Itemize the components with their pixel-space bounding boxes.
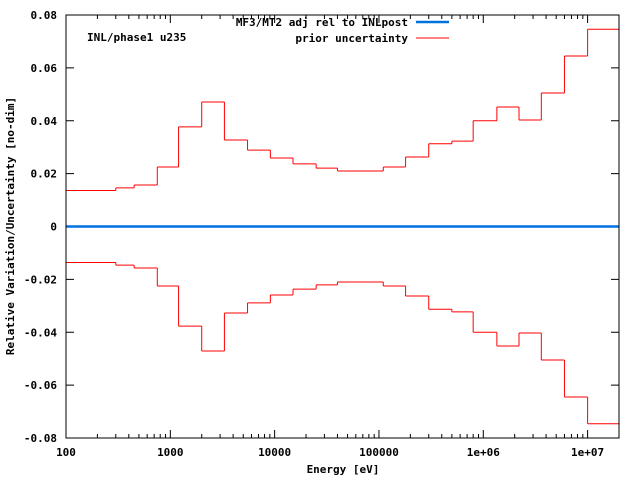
x-axis-label: Energy [eV] [307, 463, 380, 476]
y-tick-label: 0 [50, 221, 57, 234]
axis-ticks [65, 14, 620, 439]
plot-annotation: INL/phase1 u235 [87, 31, 186, 44]
x-tick-label: 100000 [359, 446, 399, 459]
y-tick-label: 0.06 [31, 62, 58, 75]
y-tick-label: 0.08 [31, 9, 58, 22]
y-tick-labels: -0.08 -0.06 -0.04 -0.02 0 0.02 0.04 0.06 0.08 [24, 9, 57, 445]
x-tick-label: 1000 [157, 446, 184, 459]
y-tick-label: 0.04 [31, 115, 58, 128]
x-tick-labels: 100 1000 10000 100000 1e+06 1e+07 [56, 446, 604, 459]
x-tick-label: 1e+06 [467, 446, 500, 459]
y-tick-label: -0.08 [24, 432, 57, 445]
y-axis-label: Relative Variation/Uncertainty [no-dim] [4, 97, 17, 355]
x-tick-label: 1e+07 [571, 446, 604, 459]
legend-label-prior: prior uncertainty [295, 32, 408, 45]
x-tick-label: 100 [56, 446, 76, 459]
y-tick-label: 0.02 [31, 168, 58, 181]
legend: MF3/MT2 adj rel to INLpost prior uncerta… [236, 16, 449, 45]
x-tick-label: 10000 [258, 446, 291, 459]
y-tick-label: -0.04 [24, 326, 57, 339]
y-tick-label: -0.02 [24, 273, 57, 286]
legend-label-adj: MF3/MT2 adj rel to INLpost [236, 16, 408, 29]
y-tick-label: -0.06 [24, 379, 57, 392]
plot-border [65, 14, 620, 439]
series-layer [66, 28, 619, 425]
